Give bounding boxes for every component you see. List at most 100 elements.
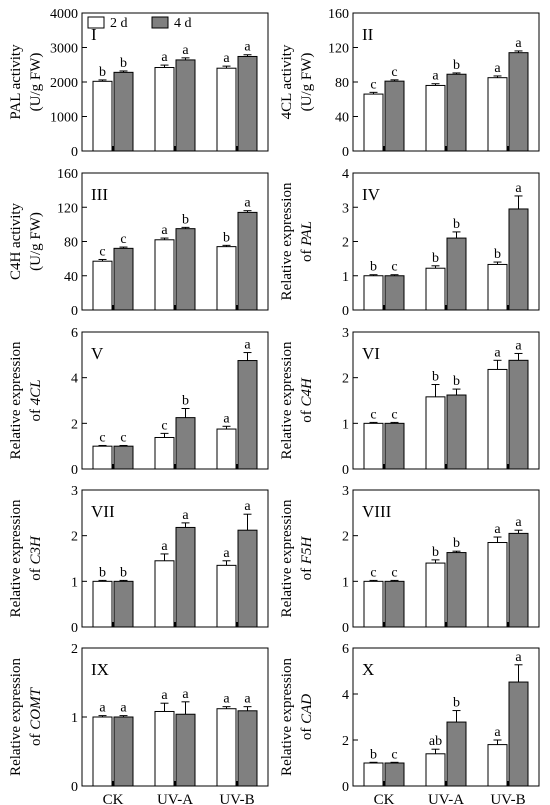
x-tick-label: CK <box>103 792 124 805</box>
significance-letter: c <box>99 244 105 259</box>
chart-panel: 0 1 2 3 VI Relative expression of C4H c c b b a a <box>279 326 540 478</box>
y-tick-label: 3000 <box>50 42 78 57</box>
significance-letter: b <box>453 696 460 711</box>
bar <box>425 267 446 311</box>
bar <box>175 228 196 311</box>
significance-letter: b <box>432 545 439 560</box>
bar <box>446 237 467 311</box>
x-tick-label: UV-B <box>219 792 254 805</box>
panel-label: IV <box>362 185 381 204</box>
y-axis-label: (U/g FW) <box>299 53 315 112</box>
bar <box>92 80 113 152</box>
bar <box>92 580 113 628</box>
significance-letter: b <box>370 260 377 275</box>
chart-panel: 0 1 2 3 VII Relative expression of C3H b b a a a a <box>8 484 269 636</box>
significance-letter: b <box>120 56 127 71</box>
bar <box>154 560 175 628</box>
bar <box>237 529 258 628</box>
significance-letter: c <box>120 430 126 445</box>
x-tick-label: CK <box>374 792 395 805</box>
y-tick-label: 0 <box>342 463 349 478</box>
bar <box>175 59 196 152</box>
significance-letter: a <box>515 36 522 51</box>
significance-letter: a <box>223 692 230 707</box>
bar <box>216 67 237 152</box>
y-axis-label: of 4CL <box>28 379 44 421</box>
y-axis-label: of F5H <box>299 535 315 580</box>
legend-swatch <box>87 16 105 29</box>
significance-letter: a <box>120 701 127 716</box>
significance-letter: a <box>161 50 168 65</box>
significance-letter: a <box>515 181 522 196</box>
bar <box>154 239 175 311</box>
legend: 2 d 4 d <box>87 16 192 31</box>
y-tick-label: 0 <box>71 463 78 478</box>
y-axis-label-gene: PAL <box>299 221 315 247</box>
y-tick-label: 120 <box>328 42 349 57</box>
x-tick-label: UV-A <box>428 792 464 805</box>
bar <box>384 580 405 628</box>
bar <box>384 80 405 152</box>
significance-letter: c <box>99 430 105 445</box>
significance-letter: a <box>244 692 251 707</box>
significance-letter: c <box>391 65 397 80</box>
bar <box>175 526 196 628</box>
bar <box>154 67 175 152</box>
y-axis-label: of C4H <box>299 377 315 423</box>
y-axis-label: C4H activity <box>8 202 24 280</box>
significance-letter: c <box>370 407 376 422</box>
y-tick-label: 3 <box>342 326 349 341</box>
significance-letter: a <box>182 43 189 58</box>
bar <box>508 52 529 152</box>
bar <box>425 84 446 152</box>
significance-letter: a <box>432 69 439 84</box>
significance-letter: a <box>494 345 501 360</box>
bar <box>508 359 529 470</box>
bar <box>92 445 113 470</box>
bar <box>92 716 113 787</box>
bar <box>237 710 258 787</box>
bar <box>508 208 529 311</box>
y-tick-label: 3 <box>342 201 349 216</box>
significance-letter: b <box>432 370 439 385</box>
significance-letter: a <box>244 196 251 211</box>
bar <box>175 417 196 470</box>
bar <box>363 93 384 152</box>
panel-label: I <box>91 25 97 44</box>
y-axis-label-gene: F5H <box>299 535 315 565</box>
bar <box>487 542 508 628</box>
y-tick-label: 0 <box>71 304 78 319</box>
y-tick-label: 2000 <box>50 76 78 91</box>
bar <box>216 246 237 311</box>
y-axis-label-text: of <box>28 565 44 581</box>
y-tick-label: 0 <box>342 304 349 319</box>
bar <box>237 55 258 152</box>
bar <box>508 532 529 628</box>
y-tick-label: 3 <box>71 484 78 499</box>
significance-letter: a <box>223 51 230 66</box>
y-tick-label: 4 <box>71 372 78 387</box>
y-tick-label: 4 <box>342 688 349 703</box>
bar <box>237 211 258 311</box>
significance-letter: a <box>182 687 189 702</box>
y-tick-label: 2 <box>71 530 78 545</box>
y-axis-label: Relative expression <box>279 182 295 300</box>
y-tick-label: 160 <box>328 7 349 22</box>
significance-letter: a <box>494 522 501 537</box>
significance-letter: b <box>182 212 189 227</box>
bar <box>154 710 175 787</box>
significance-letter: b <box>453 374 460 389</box>
significance-letter: a <box>494 725 501 740</box>
y-tick-label: 3 <box>342 484 349 499</box>
significance-letter: b <box>370 747 377 762</box>
significance-letter: b <box>223 230 230 245</box>
y-axis-label-text: of <box>299 407 315 423</box>
significance-letter: b <box>494 247 501 262</box>
significance-letter: a <box>161 223 168 238</box>
significance-letter: ab <box>429 734 442 749</box>
significance-letter: a <box>515 338 522 353</box>
